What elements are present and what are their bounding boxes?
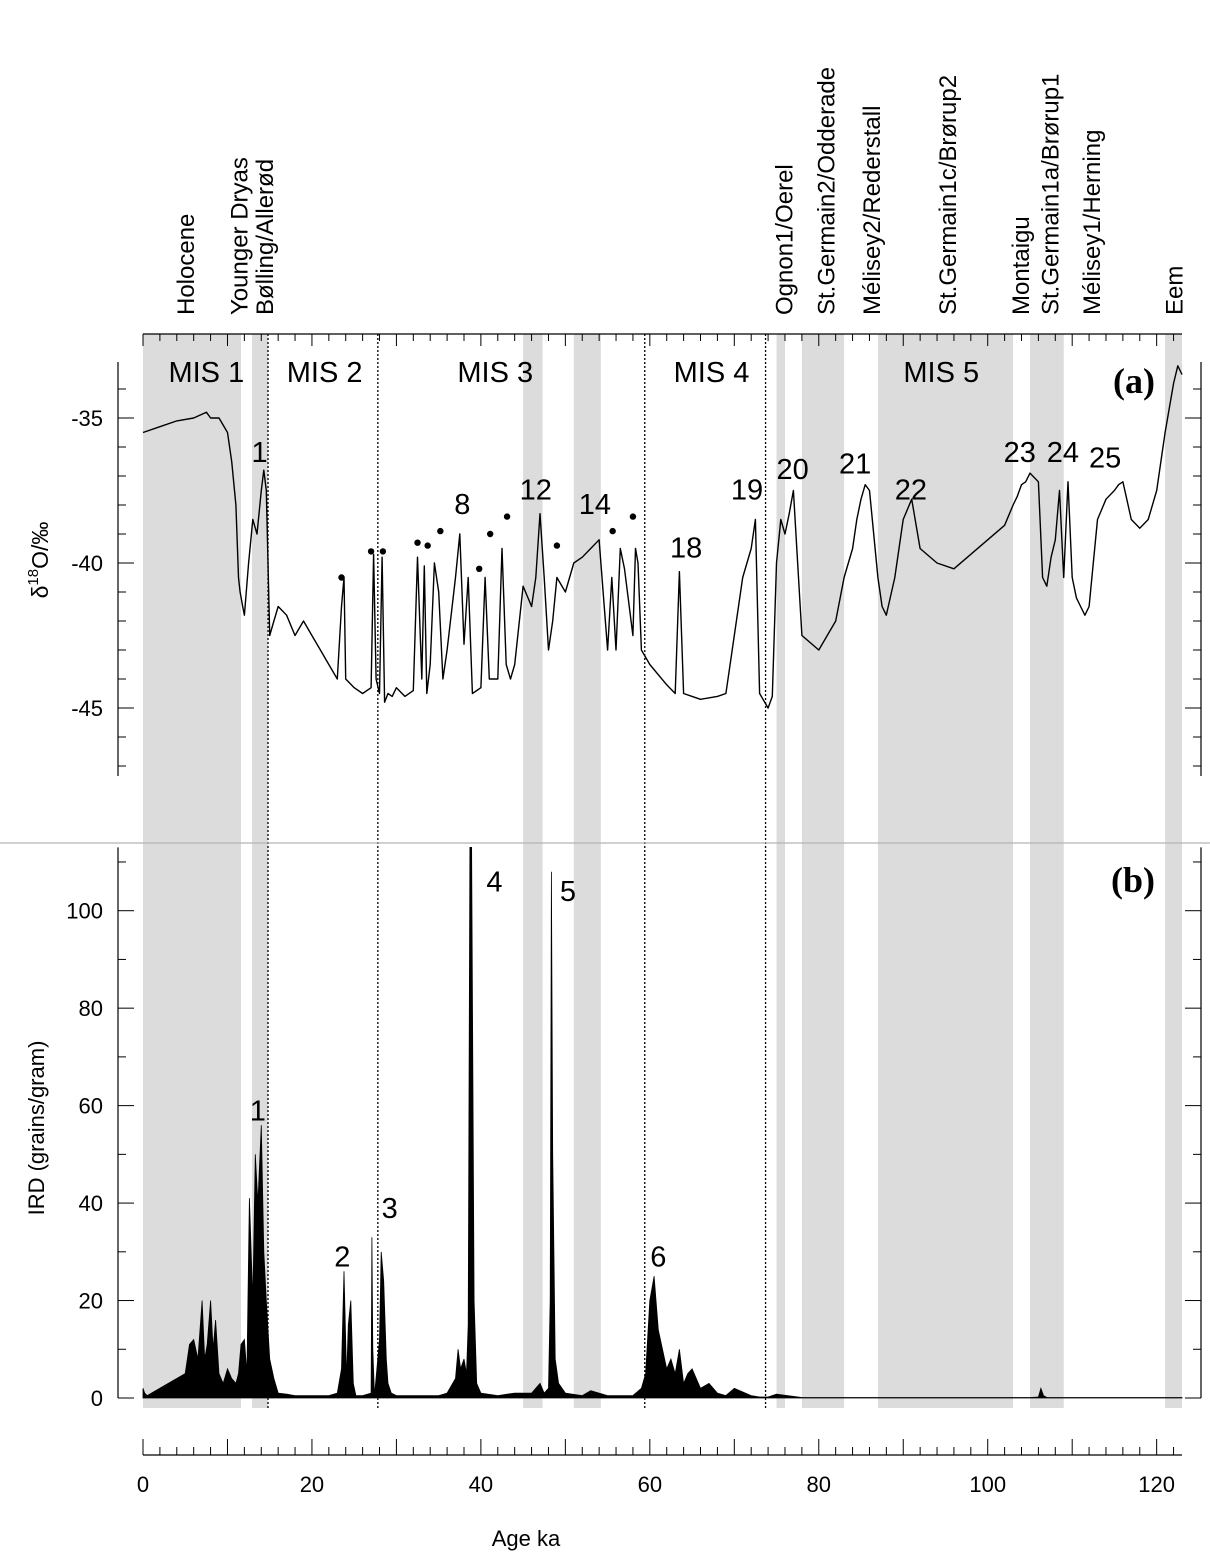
event-dot: [437, 527, 444, 535]
stage-label: MIS 1: [168, 357, 244, 389]
event-dot: [486, 530, 494, 538]
event-label: 24: [1047, 437, 1079, 469]
event-dot: [475, 565, 483, 572]
panel-a-y-tick-label: -35: [71, 406, 103, 431]
delta18o-series-line: [142, 365, 1183, 709]
shaded-interval: [143, 334, 241, 1408]
event-dot: [553, 542, 561, 549]
panel-b-y-tick-label: 20: [79, 1289, 103, 1314]
ird-series-area: [142, 847, 1183, 1399]
event-label: 18: [670, 533, 702, 565]
x-tick-label: 60: [638, 1472, 662, 1497]
period-label: Bølling/Allerød: [252, 159, 279, 315]
event-label: 19: [731, 475, 763, 507]
panel-b-y-tick-label: 60: [79, 1094, 103, 1119]
event-dot: [424, 542, 431, 549]
event-label: 23: [1004, 437, 1036, 469]
shaded-interval: [776, 334, 785, 1408]
shaded-interval: [251, 334, 269, 1408]
x-tick-label: 0: [137, 1472, 149, 1497]
event-label: 21: [839, 448, 871, 480]
x-tick-label: 40: [469, 1472, 493, 1497]
period-label: Mélisey2/Rederstall: [859, 106, 886, 315]
period-label: Younger Dryas: [227, 157, 254, 315]
event-dot: [414, 539, 421, 546]
event-dot: [367, 548, 375, 555]
stage-label: MIS 3: [457, 357, 533, 389]
period-label: Montaigu: [1008, 216, 1035, 315]
x-axis-label: Age ka: [492, 1526, 561, 1551]
panel-b-label: (b): [1111, 860, 1155, 900]
event-label: 25: [1089, 443, 1121, 475]
y-axis-label-b: IRD (grains/gram): [24, 1041, 49, 1216]
x-tick-label: 20: [300, 1472, 324, 1497]
event-label: 8: [454, 489, 470, 521]
data-series: [142, 365, 1183, 1399]
event-label: 22: [895, 475, 927, 507]
period-label: Mélisey1/Herning: [1079, 130, 1106, 315]
x-tick-label: 80: [807, 1472, 831, 1497]
ird-event-label: 4: [486, 866, 502, 898]
stage-label: MIS 4: [674, 357, 750, 389]
panel-b-y-tick-label: 80: [79, 996, 103, 1021]
panel-a-label: (a): [1113, 361, 1155, 401]
ird-event-label: 1: [250, 1095, 266, 1127]
panel-b-y-tick-label: 0: [91, 1386, 103, 1411]
period-label: St.Germain1a/Brørup1: [1037, 74, 1064, 315]
ird-event-label: 2: [334, 1242, 350, 1274]
shaded-interval: [573, 334, 601, 1408]
x-tick-label: 120: [1138, 1472, 1175, 1497]
shaded-interval: [801, 334, 845, 1408]
ird-event-label: 6: [650, 1242, 666, 1274]
event-label: 20: [776, 454, 808, 486]
period-label: Ognon1/Oerel: [771, 164, 798, 315]
shaded-intervals: [143, 334, 1182, 1408]
ird-event-label: 3: [382, 1193, 398, 1225]
stage-label: MIS 2: [287, 357, 363, 389]
event-label: 1: [252, 437, 268, 469]
event-label: 12: [520, 475, 552, 507]
period-label: St.Germain1c/Brørup2: [935, 75, 962, 315]
y-axis-label-a: δ18O/‰: [25, 522, 53, 599]
shaded-interval: [877, 334, 1014, 1408]
shaded-interval: [523, 334, 543, 1408]
event-dot: [609, 527, 616, 535]
panel-b-y-tick-label: 100: [66, 899, 103, 924]
shaded-interval: [1165, 334, 1182, 1408]
stage-label: MIS 5: [903, 357, 979, 389]
event-dot: [338, 574, 345, 581]
period-label: Holocene: [173, 214, 200, 315]
panel-b-y-tick-label: 40: [79, 1191, 103, 1216]
event-dot: [503, 513, 511, 520]
event-label: 14: [579, 489, 611, 521]
event-dot: [379, 548, 387, 555]
stage-boundaries: [267, 334, 767, 1408]
panel-a-y-tick-label: -45: [71, 696, 103, 721]
x-tick-label: 100: [969, 1472, 1006, 1497]
ird-event-label: 5: [560, 876, 576, 908]
period-label: Eem: [1162, 266, 1189, 315]
period-label: St.Germain2/Odderade: [814, 67, 841, 315]
event-dot: [629, 513, 637, 520]
panel-a-y-tick-label: -40: [71, 551, 103, 576]
